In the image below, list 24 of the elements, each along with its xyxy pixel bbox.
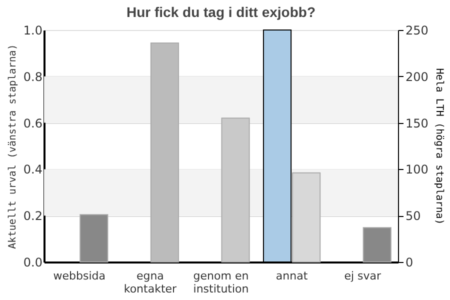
x-tick-label: ej svar — [344, 270, 382, 282]
y2-tick-label: 250 — [406, 24, 428, 38]
y-tick-label: 0.6 — [23, 116, 42, 130]
y-tick-label: 1.0 — [23, 24, 42, 38]
y2-tick-label: 50 — [406, 209, 421, 224]
y2-tick-label: 150 — [406, 116, 428, 130]
x-tick-label: egna kontakter — [124, 270, 178, 296]
bar — [150, 42, 180, 262]
y2-tick-label: 100 — [406, 162, 428, 177]
bar — [362, 227, 392, 262]
bar — [221, 118, 250, 262]
y-tick-label: 0.8 — [23, 70, 42, 84]
bar — [80, 214, 108, 262]
y2-tick-label: 0 — [406, 256, 414, 270]
x-tick-label: genom en institution — [193, 270, 249, 296]
y2-axis-title: Hela LTH (högra staplarna) — [433, 68, 444, 225]
y-tick-label: 0.0 — [23, 256, 42, 270]
x-tick-label: webbsida — [53, 270, 106, 282]
y-tick-label: 0.2 — [23, 209, 42, 224]
y-tick-label: 0.4 — [23, 162, 42, 177]
x-tick-label: annat — [276, 270, 308, 282]
chart-title: Hur fick du tag i ditt exjobb? — [126, 4, 316, 20]
y-axis-title: Aktuellt urval (vänstra staplarna) — [7, 44, 18, 249]
y2-tick-label: 200 — [406, 70, 428, 84]
